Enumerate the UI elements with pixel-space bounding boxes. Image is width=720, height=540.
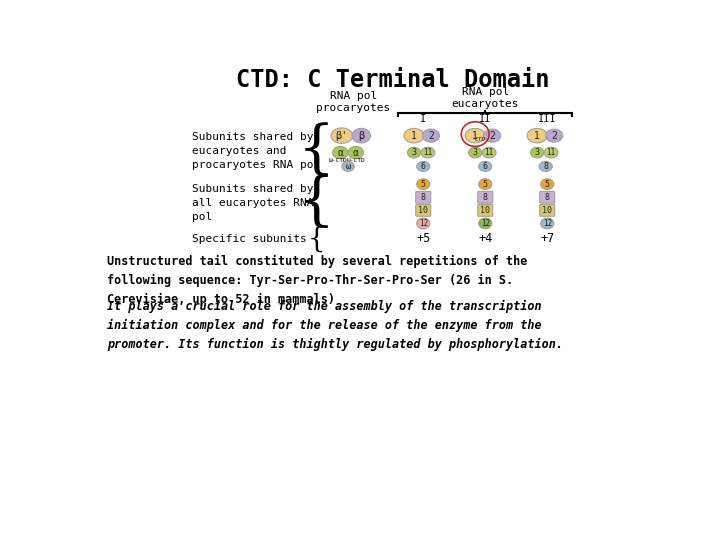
Text: 3: 3 [472, 148, 477, 157]
FancyBboxPatch shape [540, 191, 555, 203]
Ellipse shape [423, 129, 439, 142]
Ellipse shape [541, 179, 554, 190]
Text: 10: 10 [542, 206, 552, 215]
Text: Specific subunits: Specific subunits [192, 234, 307, 244]
Text: CTD: C Terminal Domain: CTD: C Terminal Domain [235, 68, 549, 92]
Text: 6: 6 [420, 162, 426, 171]
Text: 5: 5 [545, 180, 550, 188]
Text: CTD: CTD [474, 137, 485, 142]
Text: {: { [307, 225, 325, 252]
Text: +4: +4 [478, 232, 492, 245]
Ellipse shape [404, 129, 424, 143]
Ellipse shape [479, 161, 492, 171]
Text: +5: +5 [416, 232, 431, 245]
Text: ω-CTD: ω-CTD [347, 158, 366, 163]
Ellipse shape [469, 147, 482, 158]
Ellipse shape [541, 218, 554, 229]
Text: 8: 8 [545, 193, 550, 202]
Text: Subunits shared by
all eucaryotes RNA
pol: Subunits shared by all eucaryotes RNA po… [192, 184, 314, 222]
Ellipse shape [342, 161, 354, 171]
Ellipse shape [465, 129, 485, 143]
Text: β': β' [336, 131, 348, 140]
FancyBboxPatch shape [478, 205, 492, 216]
Text: 5: 5 [482, 180, 487, 188]
FancyBboxPatch shape [415, 205, 431, 216]
Text: Subunits shared by
eucaryotes and
procaryotes RNA pol: Subunits shared by eucaryotes and procar… [192, 132, 320, 170]
Text: 2: 2 [490, 131, 495, 140]
Ellipse shape [479, 179, 492, 190]
Ellipse shape [544, 147, 558, 158]
Text: 6: 6 [482, 162, 487, 171]
Ellipse shape [539, 161, 552, 171]
Text: +7: +7 [540, 232, 554, 245]
Text: 12: 12 [543, 219, 552, 228]
FancyBboxPatch shape [415, 191, 431, 203]
Text: 1: 1 [411, 131, 417, 140]
Ellipse shape [527, 129, 547, 143]
Text: 10: 10 [418, 206, 428, 215]
Text: 8: 8 [482, 193, 487, 202]
Ellipse shape [408, 147, 420, 158]
Text: III: III [538, 114, 557, 124]
Text: 10: 10 [480, 206, 490, 215]
Text: II: II [479, 114, 492, 124]
Ellipse shape [531, 147, 544, 158]
Ellipse shape [417, 161, 430, 171]
Text: 3: 3 [535, 148, 540, 157]
Text: 8: 8 [420, 193, 426, 202]
Text: ω: ω [346, 162, 351, 171]
Ellipse shape [421, 147, 435, 158]
Text: Unstructured tail constituted by several repetitions of the
following sequence: : Unstructured tail constituted by several… [107, 255, 528, 306]
Text: α: α [338, 147, 343, 158]
Text: It plays a crucial role for the assembly of the transcription
initiation complex: It plays a crucial role for the assembly… [107, 300, 563, 351]
Ellipse shape [484, 129, 500, 142]
Text: α: α [353, 147, 359, 158]
Ellipse shape [331, 128, 353, 143]
Ellipse shape [348, 146, 364, 159]
Text: 1: 1 [534, 131, 540, 140]
Ellipse shape [546, 129, 563, 142]
Text: β: β [358, 131, 364, 140]
Text: 5: 5 [420, 180, 426, 188]
Text: 12: 12 [481, 219, 490, 228]
Ellipse shape [333, 146, 348, 159]
Text: 11: 11 [546, 148, 556, 157]
Text: 12: 12 [418, 219, 428, 228]
FancyBboxPatch shape [478, 191, 492, 203]
Ellipse shape [479, 218, 492, 229]
Text: {: { [298, 176, 335, 232]
Text: 11: 11 [423, 148, 433, 157]
Ellipse shape [352, 129, 371, 143]
Ellipse shape [417, 218, 430, 229]
Text: 2: 2 [552, 131, 557, 140]
Text: ω-CTD: ω-CTD [328, 158, 347, 163]
Ellipse shape [482, 147, 496, 158]
Text: RNA pol
eucaryotes: RNA pol eucaryotes [451, 87, 519, 109]
Text: 2: 2 [428, 131, 434, 140]
Text: {: { [298, 123, 335, 179]
Text: 3: 3 [411, 148, 416, 157]
Text: RNA pol
procaryotes: RNA pol procaryotes [316, 91, 391, 112]
Text: 1: 1 [472, 131, 478, 140]
Text: 11: 11 [485, 148, 494, 157]
FancyBboxPatch shape [540, 205, 555, 216]
Text: 8: 8 [543, 162, 548, 171]
Ellipse shape [417, 179, 430, 190]
Text: I: I [420, 114, 426, 124]
